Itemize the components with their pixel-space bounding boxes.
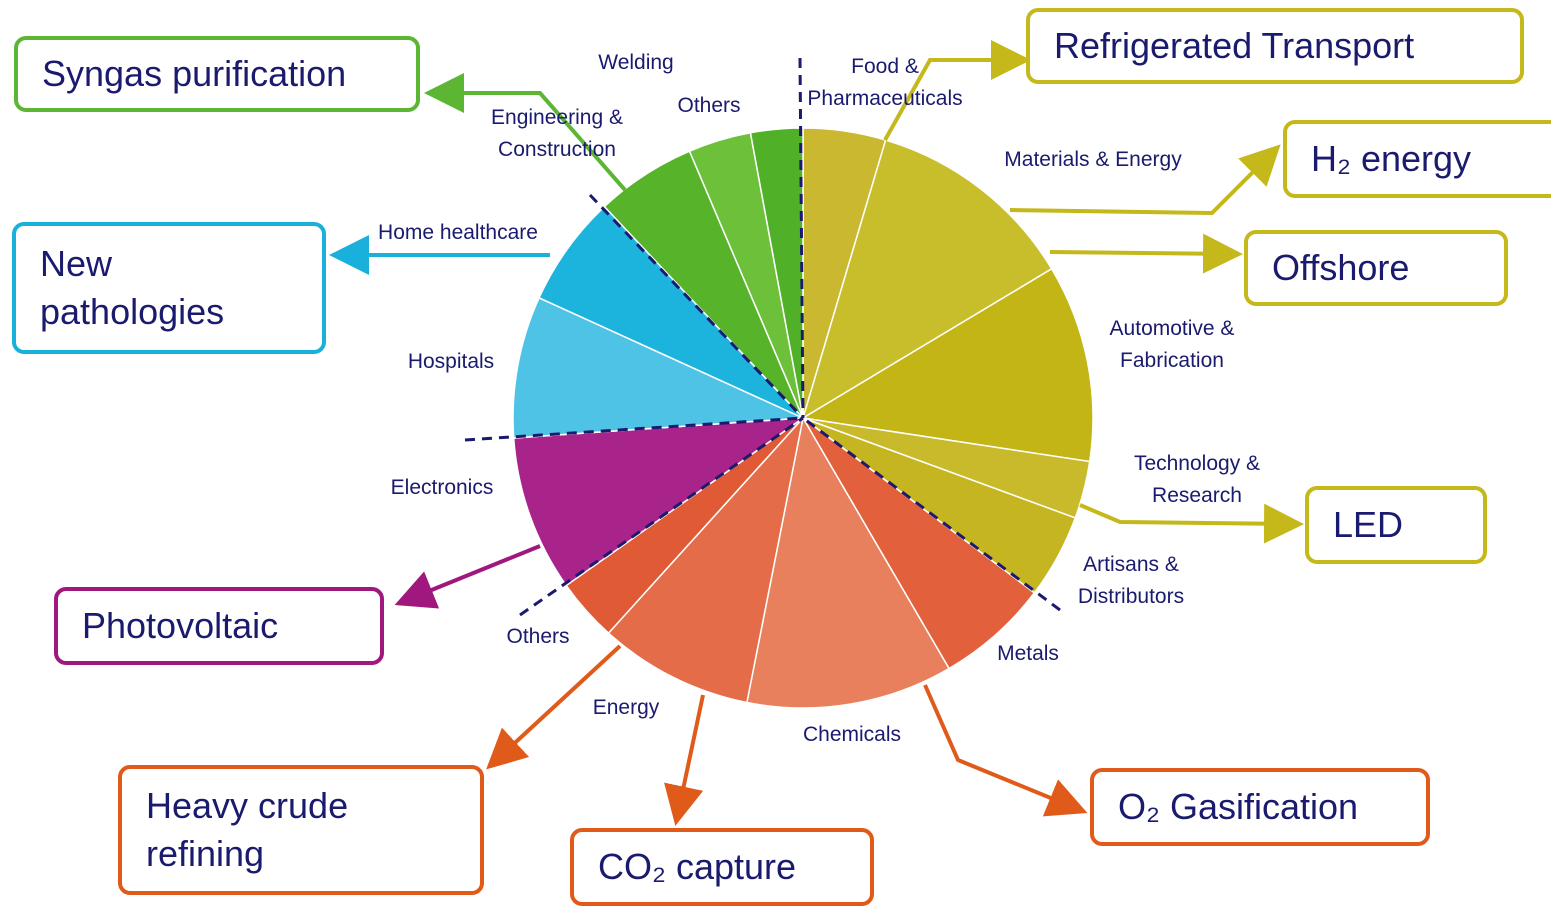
- slice: [745, 415, 951, 709]
- slice-label: Artisans & Distributors: [1077, 553, 1185, 608]
- arrow: [1049, 233, 1243, 274]
- slice: [512, 296, 804, 439]
- callout-box: CO₂ capture: [570, 828, 874, 906]
- callout-box: LED: [1305, 486, 1487, 564]
- slice-label: Hospitals: [407, 350, 495, 373]
- callout-box: O₂ Gasification: [1090, 768, 1430, 846]
- slice: [802, 417, 1036, 670]
- slice-label: Engineering & Construction: [491, 106, 623, 161]
- divider: [798, 57, 805, 419]
- divider: [519, 416, 804, 617]
- arrow: [1079, 503, 1304, 544]
- arrow: [394, 544, 541, 609]
- slice-label: Food & Pharmaceuticals: [807, 55, 963, 110]
- slice-label: Metals: [997, 642, 1059, 665]
- slice: [749, 127, 804, 419]
- slice-label: Automotive & Fabrication: [1109, 317, 1235, 372]
- slice: [801, 139, 1053, 420]
- slice: [512, 417, 806, 587]
- callout-box: Photovoltaic: [54, 587, 384, 665]
- slice: [607, 415, 805, 704]
- divider: [588, 193, 805, 420]
- arrow: [1009, 144, 1281, 216]
- arrow: [424, 73, 627, 192]
- slices: [512, 127, 1094, 709]
- callout-box: Offshore: [1244, 230, 1508, 306]
- slice: [800, 267, 1094, 463]
- slice-label: Energy: [592, 696, 660, 719]
- arrow: [923, 684, 1088, 817]
- slice-label: Chemicals: [802, 723, 902, 746]
- callout-box: Syngas purification: [14, 36, 420, 112]
- divider: [464, 416, 804, 442]
- arrow: [883, 40, 1031, 141]
- slice-label: Electronics: [390, 476, 494, 499]
- divider: [802, 416, 1061, 612]
- slice-label: Materials & Energy: [1004, 148, 1182, 171]
- slice-label: Others: [677, 94, 741, 117]
- slice-label: Technology & Research: [1133, 452, 1261, 507]
- arrows: [329, 40, 1304, 826]
- group-dividers: [464, 57, 1061, 617]
- callout-box: Heavy crude refining: [118, 765, 484, 895]
- callout-box: H₂ energy: [1283, 120, 1551, 198]
- slice-label: Home healthcare: [378, 221, 538, 244]
- arrow: [664, 694, 705, 826]
- slice-label: Welding: [598, 51, 674, 74]
- callout-box: Refrigerated Transport: [1026, 8, 1524, 84]
- arrow: [486, 644, 622, 770]
- callout-box: New pathologies: [12, 222, 326, 354]
- slice-label: Others: [506, 625, 570, 648]
